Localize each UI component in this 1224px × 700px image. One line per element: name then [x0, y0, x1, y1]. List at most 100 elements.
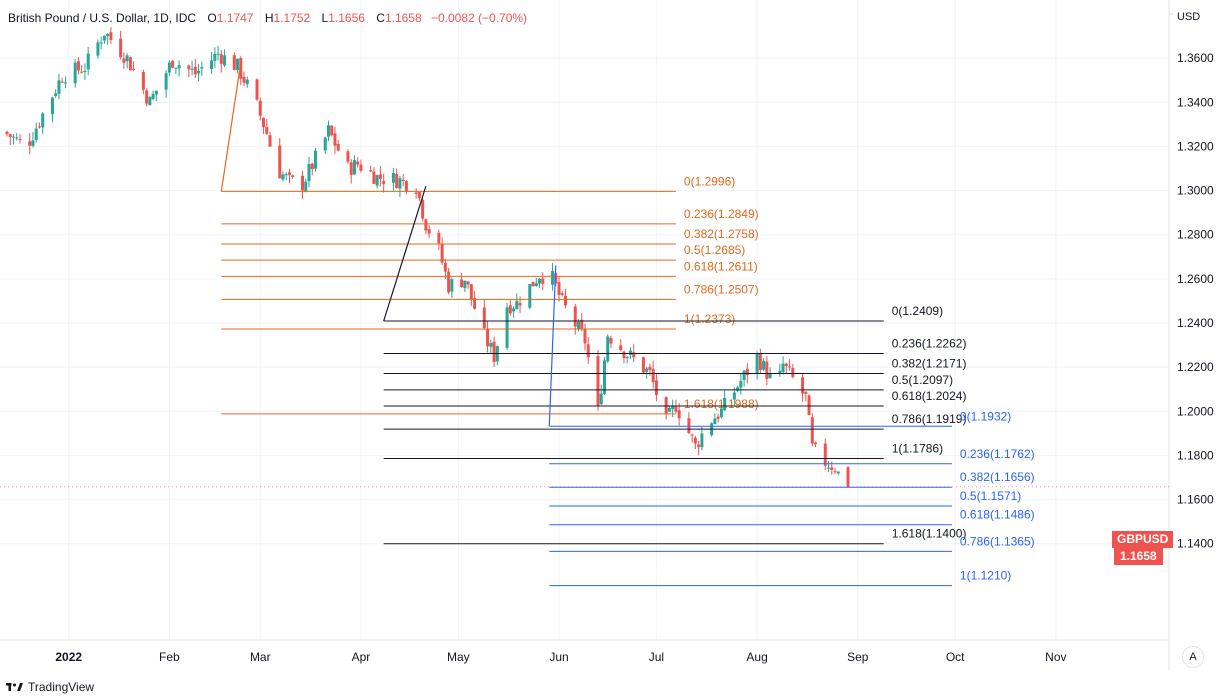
price-badge-value: 1.1658: [1114, 548, 1163, 565]
fib-2-level-label: 0.236(1.2262): [892, 336, 967, 350]
candle-body: [583, 328, 587, 344]
candle-body: [450, 279, 454, 292]
open-value: 1.1747: [216, 11, 254, 25]
candle-body: [492, 341, 496, 362]
y-tick-label: 1.3000: [1177, 184, 1214, 198]
y-tick-label: 1.1800: [1177, 448, 1214, 462]
candle-body: [846, 467, 850, 487]
candle-body: [482, 307, 486, 328]
fib-3-level-label: 0.618(1.1486): [960, 508, 1035, 522]
candle-body: [76, 61, 80, 71]
candle-body: [41, 113, 45, 128]
candle-body: [375, 175, 379, 186]
candle-body: [232, 55, 236, 71]
open-label: O: [207, 11, 217, 25]
candle-body: [281, 174, 285, 180]
candle-body: [437, 232, 441, 244]
candle-body: [304, 181, 308, 192]
candle-body: [645, 368, 649, 372]
candle-body: [421, 199, 425, 219]
fib-3-level-label: 0(1.1932): [960, 409, 1011, 423]
x-tick-label: 2022: [55, 650, 82, 664]
candle-body: [5, 131, 9, 135]
candle-body: [622, 351, 626, 359]
x-tick-label: Oct: [946, 650, 965, 664]
candle-body: [378, 174, 382, 179]
low-value: 1.1656: [328, 11, 365, 25]
fib-2-level-label: 0.382(1.2171): [892, 357, 967, 371]
price-badge-symbol: GBPUSD: [1112, 531, 1174, 548]
tradingview-brand[interactable]: TradingView: [6, 680, 94, 694]
candle-body: [443, 262, 447, 272]
candles-group: [5, 27, 850, 488]
candle-body: [323, 137, 327, 151]
candle-body: [119, 38, 123, 58]
candle-body: [466, 281, 470, 285]
y-tick-label: 1.1600: [1177, 493, 1214, 507]
candle-body: [512, 308, 516, 312]
x-tick-label: Feb: [159, 650, 180, 664]
candle-body: [625, 356, 629, 359]
candle-body: [31, 140, 35, 146]
candle-body: [827, 467, 831, 469]
candle-body: [236, 58, 240, 70]
candle-body: [440, 244, 444, 263]
candle-body: [447, 271, 451, 293]
candle-body: [469, 284, 473, 299]
candle-body: [723, 397, 727, 411]
y-tick-label: 1.2000: [1177, 404, 1214, 418]
fib-1-level-label: 0.786(1.2507): [684, 282, 759, 296]
candle-body: [83, 70, 87, 72]
candle-body: [784, 363, 788, 367]
fib-3-level-label: 0.5(1.1571): [960, 489, 1021, 503]
candle-body: [86, 53, 90, 70]
candle-body: [346, 151, 350, 162]
x-tick-label: Apr: [352, 650, 371, 664]
candle-body: [359, 164, 363, 171]
candle-body: [833, 471, 837, 473]
candle-body: [242, 76, 246, 83]
symbol-legend: British Pound / U.S. Dollar, 1D, IDC O1.…: [8, 11, 527, 25]
candle-body: [291, 175, 295, 177]
candle-body: [278, 145, 282, 179]
candle-body: [404, 181, 408, 192]
candle-body: [151, 94, 155, 99]
candle-body: [768, 373, 772, 378]
candle-body: [648, 366, 652, 370]
candle-body: [125, 55, 129, 62]
candle-body: [356, 161, 360, 165]
candle-body: [486, 328, 490, 347]
candle-body: [557, 282, 561, 295]
fib-2-level-label: 0.618(1.2024): [892, 389, 967, 403]
candle-body: [534, 283, 538, 286]
candle-body: [716, 416, 720, 419]
candle-body: [560, 293, 564, 295]
close-value: 1.1658: [384, 11, 422, 25]
candle-body: [609, 337, 613, 344]
auto-scale-button[interactable]: A: [1182, 646, 1204, 668]
candle-body: [518, 302, 522, 306]
candle-body: [719, 408, 723, 418]
y-tick-label: 1.2200: [1177, 360, 1214, 374]
candle-body: [148, 97, 152, 106]
candle-body: [687, 418, 691, 434]
candle-body: [300, 175, 304, 191]
candle-body: [132, 68, 136, 71]
candle-body: [50, 97, 54, 115]
candle-body: [164, 73, 168, 90]
candle-body: [177, 65, 181, 69]
candle-body: [810, 417, 814, 444]
candle-body: [541, 278, 545, 284]
candle-body: [599, 393, 603, 405]
candle-body: [307, 163, 311, 182]
candle-body: [109, 32, 113, 40]
candle-body: [352, 159, 356, 175]
candle-body: [369, 170, 373, 172]
candle-body: [154, 90, 158, 95]
candle-body: [739, 380, 743, 388]
candle-body: [174, 67, 178, 69]
fib-2-trend-line: [383, 185, 427, 322]
candle-body: [674, 406, 678, 412]
change-value: −0.0082 (−0.70%): [430, 11, 528, 25]
